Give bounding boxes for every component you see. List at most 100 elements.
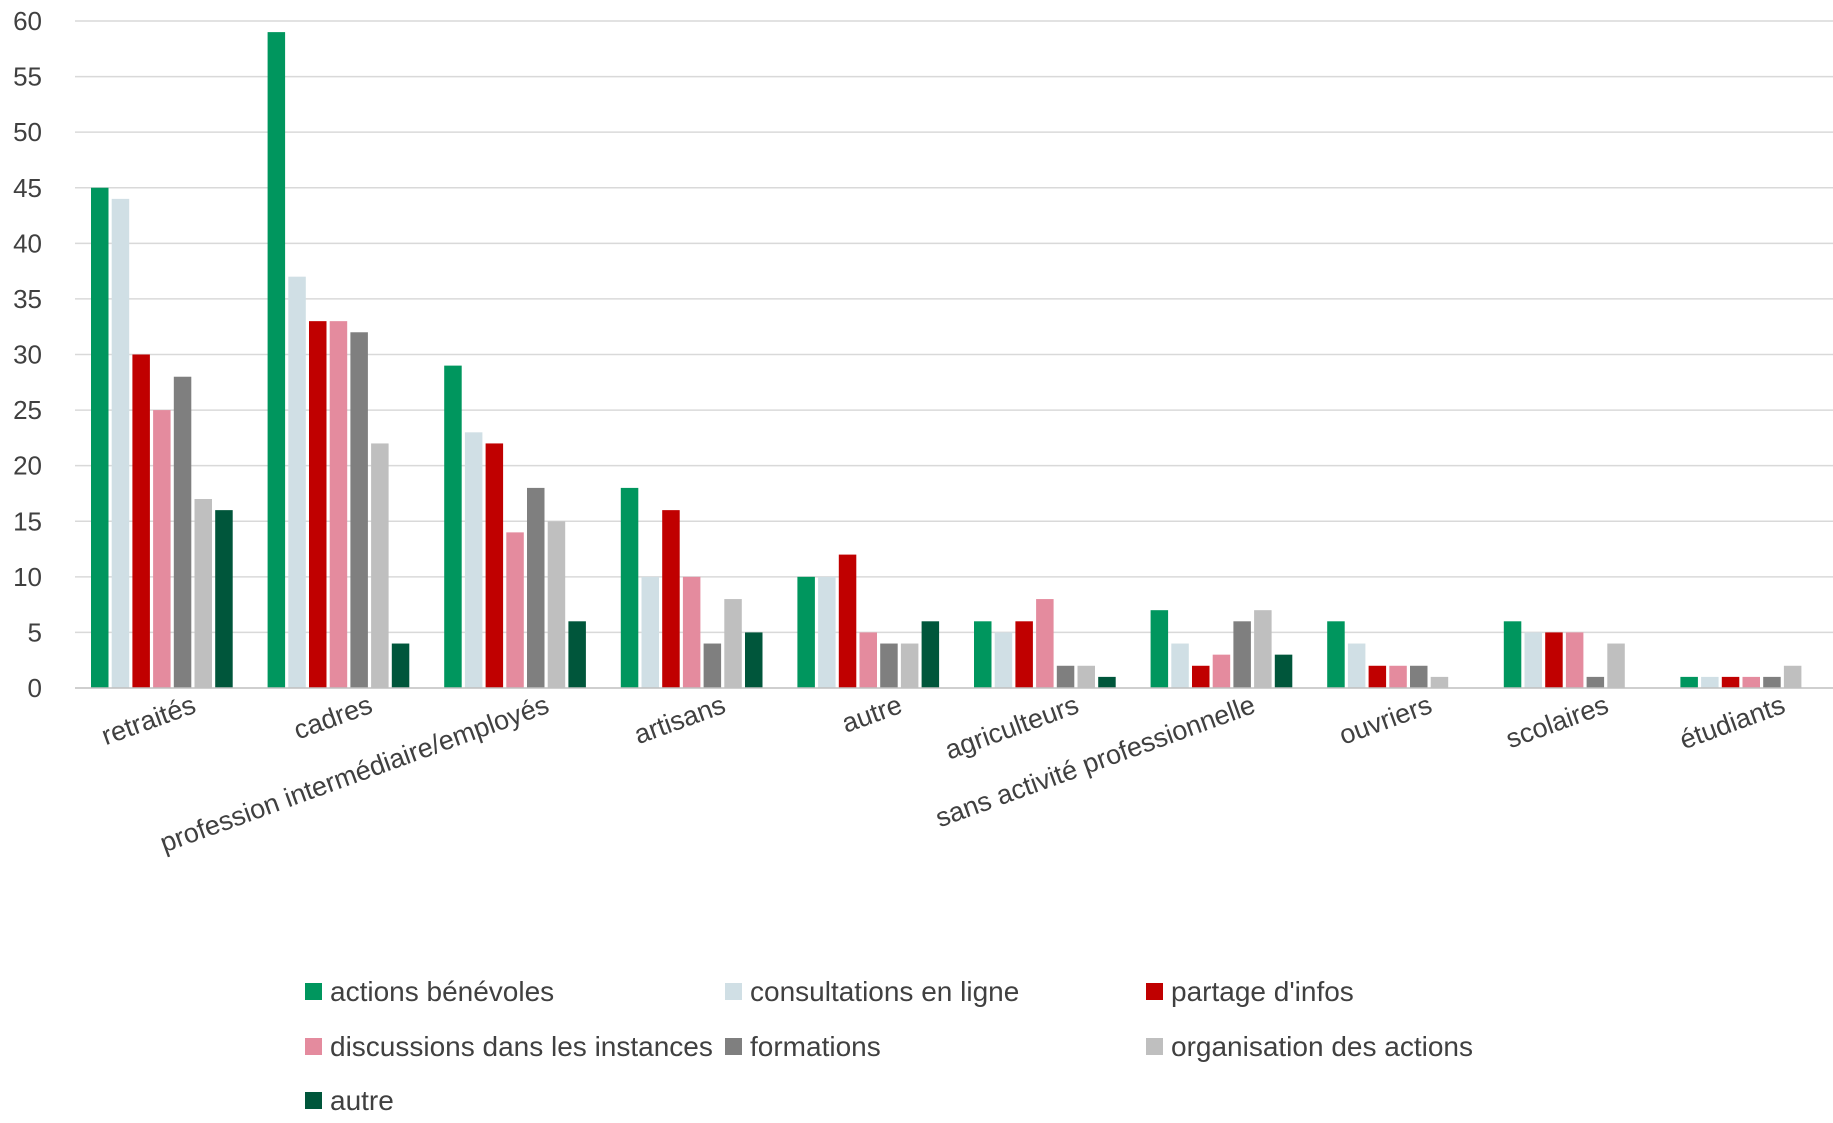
bar: [1701, 676, 1719, 688]
legend: actions bénévoles consultations en ligne p…: [305, 976, 1473, 1116]
bar: [1254, 610, 1272, 688]
y-tick-label: 20: [13, 451, 42, 481]
legend-swatch: [1146, 1038, 1163, 1055]
bar: [1680, 676, 1698, 688]
x-category-label: retraités: [98, 689, 200, 751]
y-tick-label: 35: [13, 284, 42, 314]
y-tick-label: 55: [13, 62, 42, 92]
gridlines: [75, 20, 1833, 634]
y-tick-label: 45: [13, 173, 42, 203]
legend-swatch: [725, 983, 742, 1000]
bar: [859, 632, 877, 688]
bar: [1036, 599, 1054, 688]
bar: [1274, 654, 1293, 688]
legend-swatch: [725, 1038, 742, 1055]
y-tick-label: 60: [13, 6, 42, 36]
bar: [838, 554, 857, 688]
y-tick-label: 25: [13, 395, 42, 425]
bar: [485, 443, 504, 688]
bar: [111, 198, 130, 688]
x-category-label: ouvriers: [1335, 689, 1436, 750]
bar: [91, 187, 109, 688]
bar: [1171, 643, 1189, 688]
bar: [1212, 654, 1231, 688]
bar: [1368, 665, 1387, 688]
legend-swatch: [305, 983, 322, 1000]
x-category-label: artisans: [630, 689, 729, 750]
bar: [309, 321, 327, 688]
bar: [288, 276, 306, 688]
bar: [1327, 621, 1345, 688]
bar: [797, 576, 815, 688]
bar: [994, 632, 1013, 688]
bar: [641, 576, 659, 688]
bar: [506, 532, 524, 688]
bar: [568, 621, 586, 688]
bar: [1524, 632, 1542, 688]
bar: [1586, 676, 1605, 688]
bar: [215, 510, 233, 688]
bar: [1763, 676, 1781, 688]
x-category-label: agriculteurs: [941, 689, 1082, 765]
bar: [267, 32, 286, 689]
y-tick-label: 30: [13, 340, 42, 370]
bar: [900, 643, 919, 688]
legend-swatch: [305, 1038, 322, 1055]
bar: [818, 576, 836, 688]
legend-label: discussions dans les instances: [330, 1031, 713, 1062]
legend-swatch: [1146, 983, 1163, 1000]
y-tick-label: 0: [28, 673, 42, 703]
x-category-label: scolaires: [1502, 689, 1612, 754]
y-tick-label: 15: [13, 506, 42, 536]
bar: [527, 487, 545, 688]
bars: [91, 32, 1802, 689]
bar: [153, 410, 171, 688]
x-category-label: sans activité professionnelle: [932, 689, 1260, 833]
bar: [464, 432, 483, 688]
legend-swatch: [305, 1092, 322, 1109]
y-tick-label: 50: [13, 117, 42, 147]
bar: [444, 365, 462, 688]
legend-label: organisation des actions: [1171, 1031, 1473, 1062]
bar: [1742, 676, 1760, 688]
bar: [1783, 665, 1802, 688]
bar: [1503, 621, 1522, 688]
bar: [620, 487, 639, 688]
x-category-label: autre: [838, 689, 906, 738]
legend-label: consultations en ligne: [750, 976, 1019, 1007]
bar: [1721, 676, 1740, 688]
legend-label: formations: [750, 1031, 881, 1062]
bar: [921, 621, 940, 688]
bar: [173, 376, 192, 688]
y-tick-label: 40: [13, 228, 42, 258]
bar: [1545, 632, 1563, 688]
bar: [1389, 665, 1407, 688]
bar: [745, 632, 763, 688]
bar: [682, 576, 701, 688]
bar: [1565, 632, 1584, 688]
bar: [371, 443, 389, 688]
y-tick-label: 10: [13, 562, 42, 592]
bar: [1347, 643, 1366, 688]
bar: [1150, 610, 1169, 688]
bar: [329, 321, 348, 688]
bar: [880, 643, 898, 688]
bar: [974, 621, 992, 688]
bar: [132, 354, 150, 688]
bar: [350, 332, 368, 688]
legend-label: partage d'infos: [1171, 976, 1354, 1007]
bar: [1098, 676, 1116, 688]
bar: [1233, 621, 1251, 688]
bar: [724, 599, 742, 688]
bar: [1056, 665, 1075, 688]
bar: [547, 521, 566, 688]
bar: [662, 510, 680, 688]
x-category-label: étudiants: [1676, 689, 1789, 755]
x-category-label: cadres: [290, 689, 376, 745]
bar: [1410, 665, 1428, 688]
bar: [1430, 676, 1449, 688]
legend-label: actions bénévoles: [330, 976, 554, 1007]
legend-label: autre: [330, 1085, 394, 1116]
